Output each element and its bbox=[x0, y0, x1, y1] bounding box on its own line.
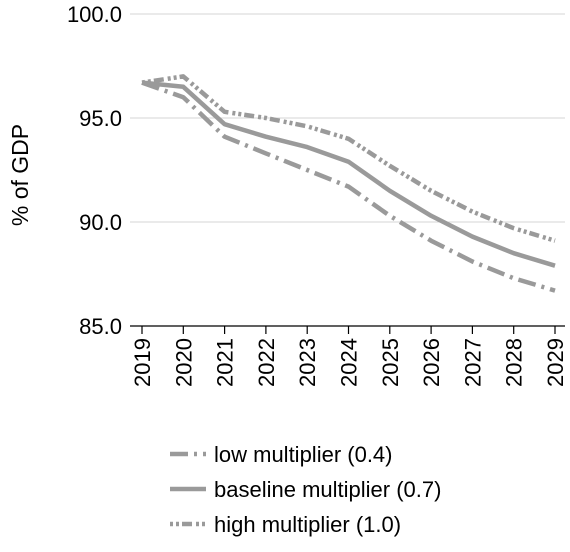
y-tick-label: 95.0 bbox=[79, 106, 122, 131]
x-tick-label: 2028 bbox=[502, 338, 527, 387]
x-tick-label: 2022 bbox=[254, 338, 279, 387]
grid bbox=[130, 13, 565, 223]
x-tick-label: 2020 bbox=[171, 338, 196, 387]
series-line-solid bbox=[141, 80, 556, 268]
y-tick-label: 100.0 bbox=[67, 2, 122, 27]
x-tick-label: 2024 bbox=[337, 338, 362, 387]
x-tick-labels: 2019 2020 2021 2022 2023 2024 2025 2026 2027 2028… bbox=[130, 338, 568, 387]
legend-label: high multiplier (1.0) bbox=[214, 512, 401, 537]
y-tick-labels: 85.0 90.0 95.0 100.0 bbox=[67, 2, 122, 339]
legend-label: low multiplier (0.4) bbox=[214, 442, 393, 467]
y-tick-label: 85.0 bbox=[79, 314, 122, 339]
x-tick-label: 2026 bbox=[419, 338, 444, 387]
axes bbox=[130, 325, 565, 334]
x-tick-label: 2021 bbox=[213, 338, 238, 387]
x-tick-label: 2029 bbox=[543, 338, 568, 387]
y-axis-title: % of GDP bbox=[7, 124, 33, 226]
legend-label: baseline multiplier (0.7) bbox=[214, 477, 441, 502]
x-tick-label: 2027 bbox=[460, 338, 485, 387]
series-line-dotted bbox=[141, 74, 556, 243]
x-tick-label: 2025 bbox=[378, 338, 403, 387]
y-tick-label: 90.0 bbox=[79, 210, 122, 235]
series-lines bbox=[141, 74, 556, 293]
series-line-dashdot bbox=[141, 80, 556, 293]
legend: low multiplier (0.4) baseline multiplier … bbox=[170, 442, 441, 537]
x-tick-label: 2019 bbox=[130, 338, 155, 387]
x-tick-label: 2023 bbox=[295, 338, 320, 387]
